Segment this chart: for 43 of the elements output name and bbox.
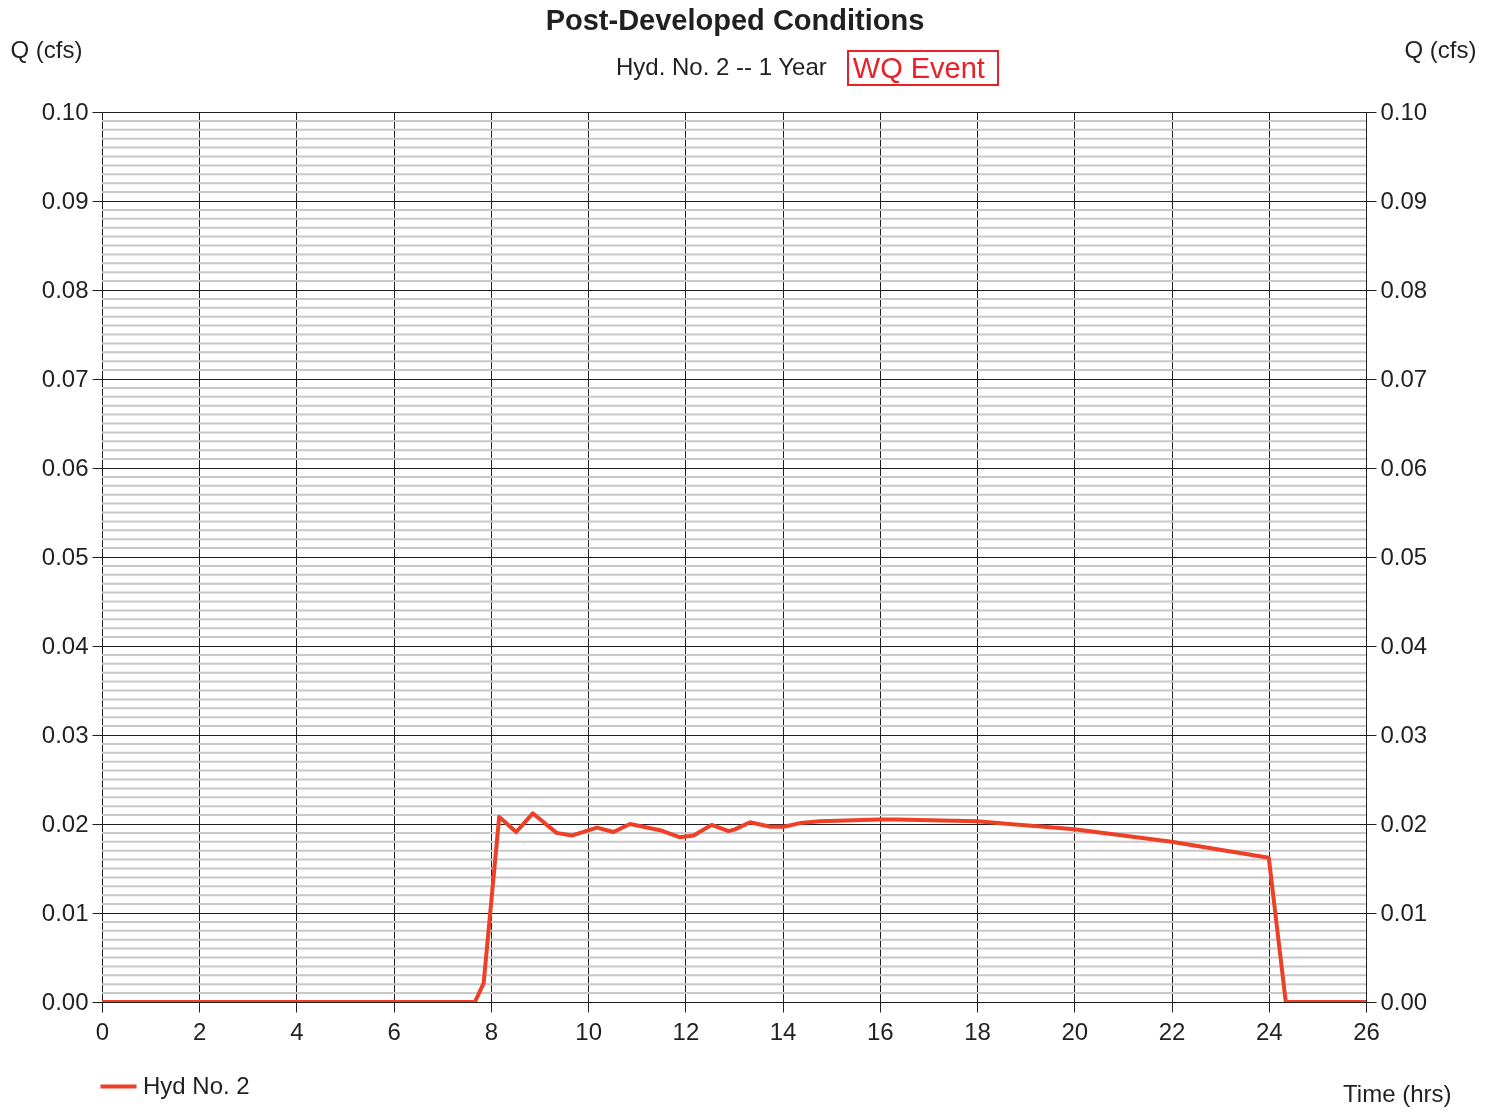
y2-axis-title: Q (cfs) (1404, 35, 1477, 63)
y-tick-label: 0.01 (41, 898, 89, 926)
y2-tick-label: 0.08 (1380, 275, 1428, 303)
y2-tick-label: 0.10 (1380, 97, 1428, 125)
y-tick-label: 0.03 (41, 720, 89, 748)
x-tick-label: 4 (290, 1017, 304, 1045)
x-tick-label: 12 (672, 1017, 700, 1045)
x-tick-label: 16 (866, 1017, 894, 1045)
y-axis-title: Q (cfs) (10, 35, 83, 63)
y2-tick-label: 0.00 (1380, 987, 1428, 1015)
y-tick-label: 0.05 (41, 542, 89, 570)
y2-tick-label: 0.09 (1380, 186, 1428, 214)
x-tick-label: 24 (1255, 1017, 1283, 1045)
y2-tick-label: 0.06 (1380, 453, 1428, 481)
x-axis-title: Time (hrs) (1343, 1079, 1452, 1107)
chart-title: Post-Developed Conditions (544, 4, 926, 37)
x-tick-label: 8 (484, 1017, 499, 1045)
x-tick-label: 22 (1158, 1017, 1186, 1045)
x-tick-label: 10 (575, 1017, 603, 1045)
legend-label: Hyd No. 2 (143, 1071, 250, 1099)
y-tick-label: 0.10 (41, 97, 89, 125)
y-tick-label: 0.02 (41, 809, 89, 837)
y-tick-label: 0.08 (41, 275, 89, 303)
y-tick-label: 0.00 (41, 987, 89, 1015)
x-tick-label: 14 (769, 1017, 797, 1045)
chart-subtitle: Hyd. No. 2 -- 1 Year (616, 53, 827, 81)
y2-tick-label: 0.07 (1380, 364, 1428, 392)
y2-tick-label: 0.04 (1380, 631, 1428, 659)
y2-tick-label: 0.01 (1380, 898, 1428, 926)
x-tick-label: 26 (1353, 1017, 1380, 1045)
y-tick-label: 0.06 (41, 453, 89, 481)
y-tick-label: 0.04 (41, 631, 89, 659)
y2-tick-label: 0.02 (1380, 809, 1428, 837)
text: WQ Event (846, 50, 999, 86)
y-tick-label: 0.09 (41, 186, 89, 214)
x-tick-label: 2 (193, 1017, 207, 1045)
y-tick-label: 0.07 (41, 364, 89, 392)
x-tick-label: 20 (1061, 1017, 1089, 1045)
y2-tick-label: 0.05 (1380, 542, 1428, 570)
x-tick-label: 6 (387, 1017, 401, 1045)
x-tick-label: 18 (964, 1017, 991, 1045)
y2-tick-label: 0.03 (1380, 720, 1428, 748)
x-tick-label: 0 (95, 1017, 110, 1045)
